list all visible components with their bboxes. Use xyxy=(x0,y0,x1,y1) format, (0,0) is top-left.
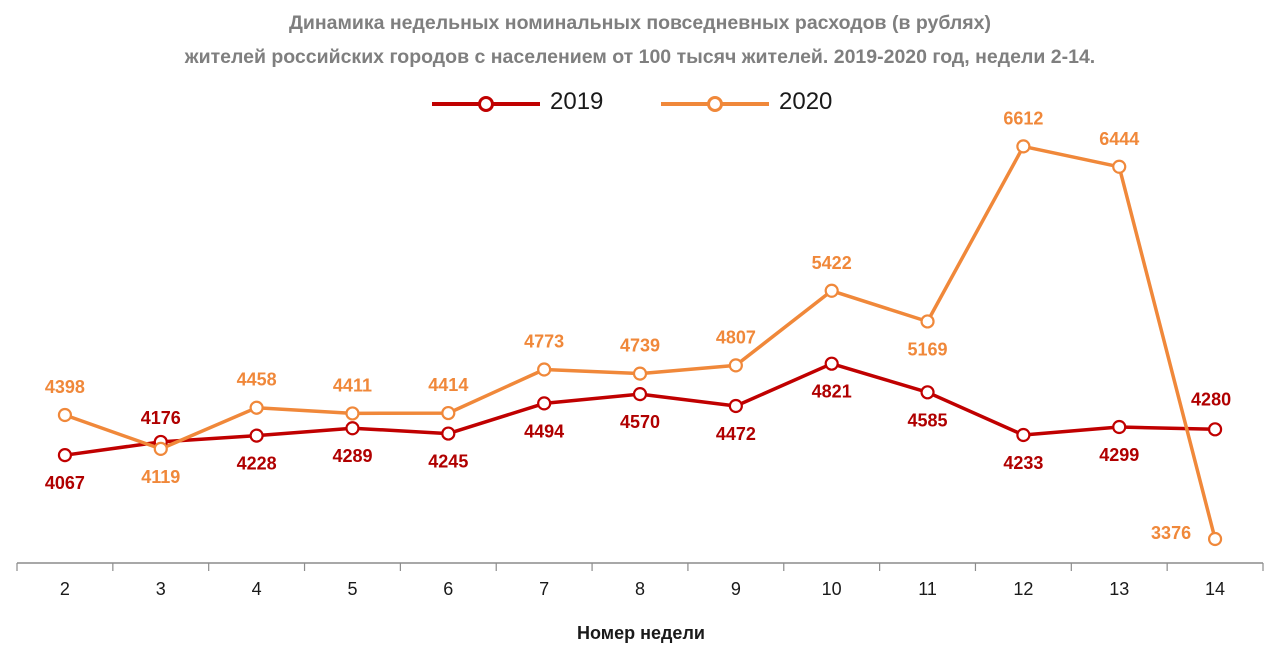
data-label-2020: 4414 xyxy=(428,375,468,395)
data-label-2020: 4773 xyxy=(524,332,564,352)
data-point-2020 xyxy=(632,366,648,381)
data-label-2019: 4289 xyxy=(332,446,372,466)
data-label-2019: 4280 xyxy=(1191,389,1231,409)
data-point-2020 xyxy=(1016,139,1031,154)
data-label-2019: 4067 xyxy=(45,473,85,493)
x-tick-label: 3 xyxy=(156,579,166,599)
data-point-2019 xyxy=(441,426,456,441)
x-tick-label: 11 xyxy=(918,579,937,599)
data-point-2020 xyxy=(824,283,839,298)
data-label-2020: 6444 xyxy=(1099,129,1139,149)
legend-marker-2020 xyxy=(707,96,723,112)
data-label-2019: 4245 xyxy=(428,452,468,472)
data-point-2020 xyxy=(728,358,743,373)
x-tick-label: 2 xyxy=(60,579,70,599)
x-tick-label: 13 xyxy=(1109,579,1129,599)
data-label-2020: 6612 xyxy=(1003,108,1043,128)
data-label-2019: 4570 xyxy=(620,412,660,432)
data-point-2019 xyxy=(345,421,360,436)
x-tick-label: 8 xyxy=(635,579,645,599)
data-point-2019 xyxy=(57,448,73,463)
data-point-2019 xyxy=(920,385,935,400)
x-tick-label: 9 xyxy=(731,579,741,599)
data-point-2020 xyxy=(537,362,552,377)
data-point-2019 xyxy=(1207,422,1223,437)
data-point-2019 xyxy=(728,398,743,414)
data-label-2019: 4176 xyxy=(141,408,181,428)
data-point-2019 xyxy=(1112,419,1127,435)
data-label-2020: 4411 xyxy=(333,375,372,395)
chart-legend: 2019 2020 xyxy=(0,88,1280,118)
data-point-2020 xyxy=(441,405,456,421)
data-label-2020: 4739 xyxy=(620,336,660,356)
data-label-2019: 4228 xyxy=(237,454,277,474)
x-tick-label: 10 xyxy=(822,579,842,599)
data-label-2020: 4119 xyxy=(141,467,180,487)
legend-marker-2019 xyxy=(478,96,494,112)
data-label-2019: 4821 xyxy=(812,382,852,402)
data-point-2020 xyxy=(249,400,264,415)
data-point-2019 xyxy=(537,396,552,411)
data-label-2020: 5169 xyxy=(908,339,948,359)
data-point-2020 xyxy=(920,314,935,329)
legend-label-2020: 2020 xyxy=(779,88,833,115)
data-label-2020: 4807 xyxy=(716,327,756,347)
x-axis-title: Номер недели xyxy=(577,623,705,643)
data-label-2020: 3376 xyxy=(1151,523,1191,543)
legend-label-2019: 2019 xyxy=(550,88,604,115)
data-label-2019: 4472 xyxy=(716,424,756,444)
data-label-2019: 4585 xyxy=(908,410,948,430)
x-tick-label: 4 xyxy=(252,579,262,599)
data-point-2020 xyxy=(1207,531,1223,547)
x-tick-label: 14 xyxy=(1205,579,1225,599)
data-label-2019: 4233 xyxy=(1003,453,1043,473)
data-point-2019 xyxy=(1016,427,1031,443)
data-label-2020: 5422 xyxy=(812,253,852,273)
data-point-2019 xyxy=(824,356,839,371)
chart-title: Динамика недельных номинальных повседнев… xyxy=(288,12,992,34)
data-label-2019: 4494 xyxy=(524,421,564,441)
x-tick-label: 6 xyxy=(443,579,453,599)
x-tick-label: 5 xyxy=(347,579,357,599)
chart-subtitle: жителей российских городов с населением … xyxy=(184,46,1096,68)
data-label-2020: 4458 xyxy=(237,370,277,390)
data-point-2020 xyxy=(153,441,168,456)
data-label-2019: 4299 xyxy=(1099,445,1139,465)
x-tick-label: 12 xyxy=(1013,579,1033,599)
data-point-2020 xyxy=(57,407,73,423)
x-tick-label: 7 xyxy=(539,579,549,599)
data-label-2020: 4398 xyxy=(45,377,85,397)
data-point-2019 xyxy=(249,428,264,443)
data-point-2020 xyxy=(345,406,360,421)
data-point-2019 xyxy=(632,387,648,402)
data-point-2020 xyxy=(1112,159,1127,174)
